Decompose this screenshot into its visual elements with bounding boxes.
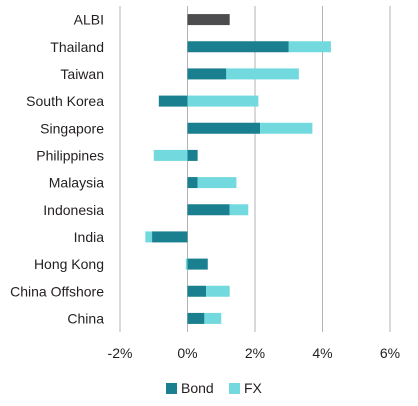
x-tick-label-1: 0% (177, 345, 197, 361)
category-label-philippines: Philippines (36, 147, 104, 163)
bar-fx-malaysia (197, 177, 237, 189)
category-label-singapore: Singapore (40, 120, 104, 136)
x-tick-label-4: 6% (380, 345, 400, 361)
legend-label-fx: FX (244, 380, 263, 396)
bar-bond-thailand (187, 41, 289, 53)
x-tick-label-2: 2% (245, 345, 265, 361)
category-label-china: China (67, 310, 104, 326)
bar-fx-china (204, 312, 222, 324)
x-tick-label-0: -2% (108, 345, 133, 361)
bar-fx-philippines (153, 149, 188, 161)
bar-bond-philippines (187, 149, 198, 161)
legend-swatch-fx (229, 383, 240, 394)
bar-bond-malaysia (187, 177, 198, 189)
category-label-india: India (74, 229, 105, 245)
category-label-thailand: Thailand (50, 39, 104, 55)
bar-fx-south-korea (187, 95, 259, 107)
bar-fx-india (145, 231, 153, 243)
category-label-china-offshore: China Offshore (10, 283, 104, 299)
x-tick-label-3: 4% (312, 345, 332, 361)
bar-fx-indonesia (229, 204, 249, 216)
category-label-indonesia: Indonesia (43, 202, 104, 218)
bar-fx-china-offshore (206, 285, 230, 297)
bar-albi-total (187, 14, 230, 26)
bar-bond-china (187, 312, 205, 324)
bar-fx-thailand (288, 41, 331, 53)
legend-label-bond: Bond (181, 380, 214, 396)
bar-fx-hong-kong (185, 258, 188, 270)
bar-bond-taiwan (187, 68, 227, 80)
category-label-malaysia: Malaysia (49, 175, 104, 191)
bar-fx-singapore (260, 122, 313, 134)
category-label-hong-kong: Hong Kong (34, 256, 104, 272)
bar-bond-india (152, 231, 188, 243)
category-label-taiwan: Taiwan (60, 66, 104, 82)
category-label-albi: ALBI (74, 12, 104, 28)
bar-bond-hong-kong (187, 258, 208, 270)
bar-bond-indonesia (187, 204, 230, 216)
category-label-south-korea: South Korea (26, 93, 104, 109)
bar-bond-china-offshore (187, 285, 207, 297)
bar-bond-singapore (187, 122, 261, 134)
legend-swatch-bond (166, 383, 177, 394)
bar-bond-south-korea (158, 95, 188, 107)
bar-fx-taiwan (226, 68, 299, 80)
